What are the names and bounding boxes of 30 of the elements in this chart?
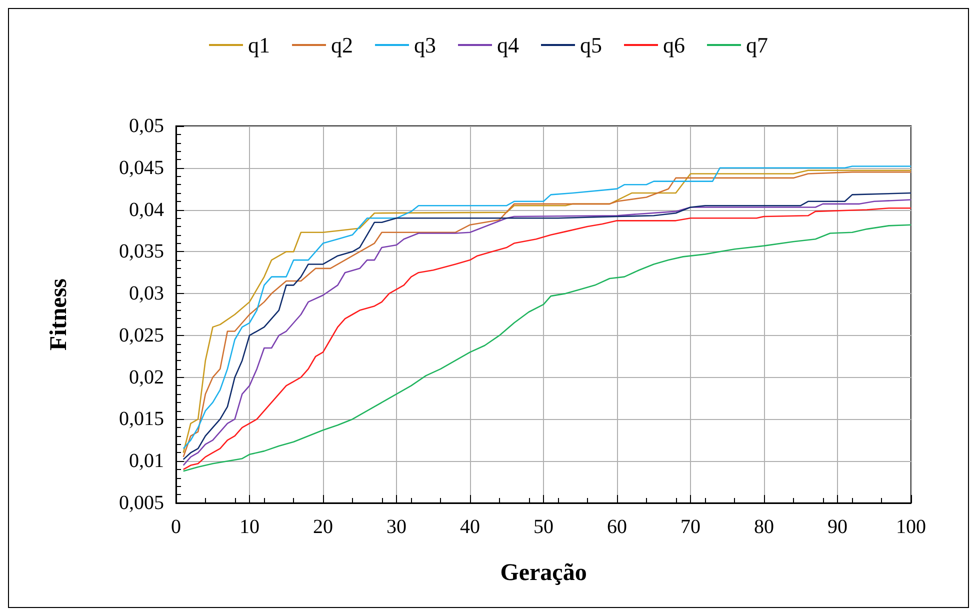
x-tick-label: 10 [240, 516, 260, 538]
y-tick-label: 0,04 [129, 198, 164, 221]
x-tick-label: 30 [386, 516, 406, 538]
legend-label: q7 [746, 32, 768, 58]
x-tick-label: 40 [460, 516, 480, 538]
y-axis-title: Fitness [46, 278, 72, 350]
y-tick-label: 0,03 [129, 282, 164, 305]
legend-label: q4 [497, 32, 519, 58]
x-tick-label: 0 [171, 516, 181, 538]
y-tick-label: 0,01 [129, 450, 164, 472]
x-tick-label: 90 [828, 516, 848, 538]
x-tick-label: 20 [313, 516, 333, 538]
y-tick-label: 0,05 [129, 115, 164, 137]
legend-label: q2 [331, 32, 353, 58]
y-tick-label: 0,015 [119, 408, 164, 430]
x-tick-label: 70 [680, 516, 700, 538]
y-tick-label: 0,005 [119, 492, 164, 514]
x-axis-title: Geração [500, 560, 587, 586]
y-tick-label: 0,035 [119, 240, 164, 263]
y-tick-label: 0,02 [129, 366, 164, 388]
legend-label: q6 [663, 32, 685, 58]
x-tick-label: 100 [896, 516, 926, 538]
y-tick-label: 0,045 [119, 156, 164, 179]
x-tick-label: 60 [607, 516, 627, 538]
legend-label: q3 [414, 32, 436, 58]
x-tick-label: 80 [754, 516, 774, 538]
x-tick-label: 50 [534, 516, 554, 538]
legend-label: q1 [248, 32, 270, 58]
y-tick-label: 0,025 [119, 324, 164, 346]
legend-label: q5 [580, 32, 602, 58]
